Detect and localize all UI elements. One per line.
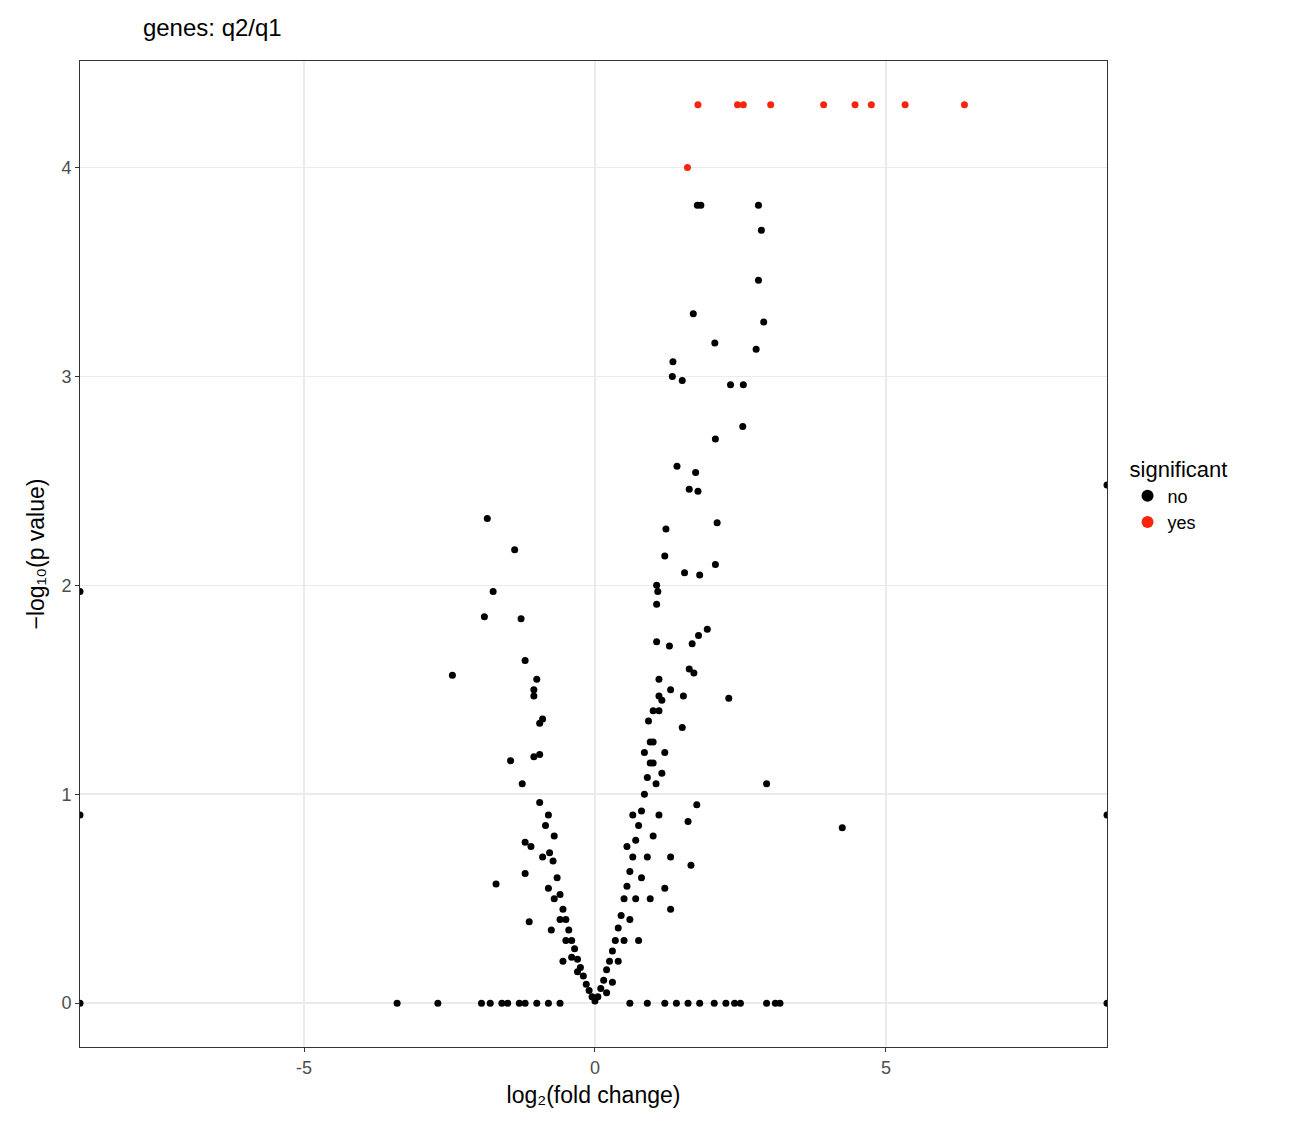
svg-text:yes: yes bbox=[1168, 513, 1196, 533]
svg-text:5: 5 bbox=[881, 1058, 891, 1078]
svg-text:no: no bbox=[1168, 487, 1188, 507]
svg-text:2: 2 bbox=[61, 576, 71, 596]
svg-text:1: 1 bbox=[61, 785, 71, 805]
svg-text:0: 0 bbox=[61, 993, 71, 1013]
svg-text:-5: -5 bbox=[296, 1058, 312, 1078]
svg-text:4: 4 bbox=[61, 158, 71, 178]
svg-text:3: 3 bbox=[61, 367, 71, 387]
svg-text:significant: significant bbox=[1130, 457, 1228, 482]
svg-text:genes: q2/q1: genes: q2/q1 bbox=[143, 14, 282, 41]
svg-text:−log₁₀(p value): −log₁₀(p value) bbox=[23, 479, 49, 630]
svg-text:log₂(fold change): log₂(fold change) bbox=[507, 1082, 681, 1108]
svg-text:0: 0 bbox=[590, 1058, 600, 1078]
